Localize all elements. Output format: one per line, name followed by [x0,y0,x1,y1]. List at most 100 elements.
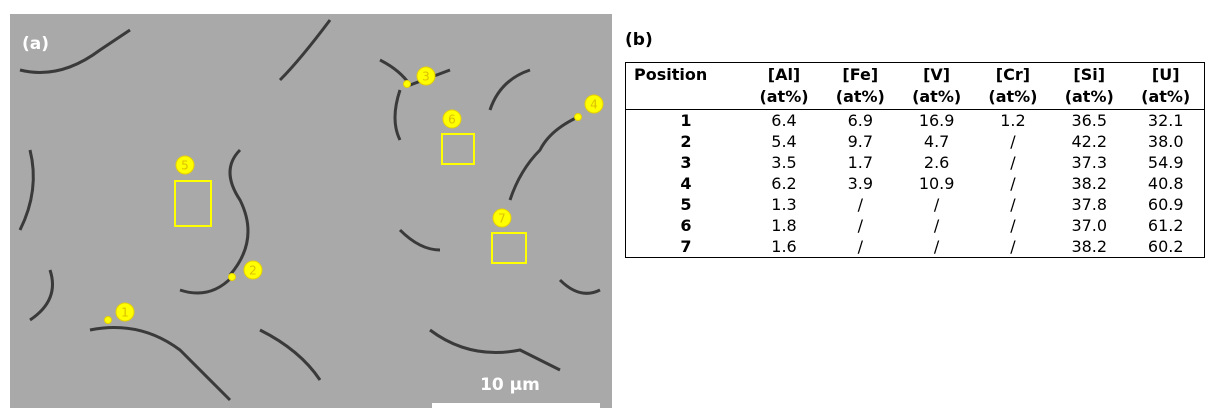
table-cell: 32.1 [1147,111,1184,130]
table-cell: 9.7 [847,132,874,151]
table-cell: 37.8 [1071,195,1108,214]
table-cell: / [933,195,940,214]
table-cell: 36.5 [1071,111,1108,130]
table-row: 6 1.8 / / / 37.0 61.2 [626,215,1205,236]
markers: 1 2 3 4 5 6 7 [104,66,604,324]
area [491,232,527,264]
table-cell: 1 [680,111,692,130]
table-cell: 37.3 [1071,153,1108,172]
table-cell: 6.2 [771,174,797,193]
table-cell: 6 [680,216,692,235]
table-cell: 37.0 [1071,216,1108,235]
table-cell: 1.3 [771,195,797,214]
table-cell: / [857,237,863,256]
point [403,80,411,88]
composition-table: Position [Al] (at%) [Fe] (at%) [V] (at%) [Cr] (a… [625,62,1205,258]
scale-bar-label: 10 µm [480,375,540,395]
marker-badge [416,66,436,86]
table-cell: 38.2 [1071,174,1108,193]
marker-label: 2 [249,264,257,278]
table-cell: 3.5 [771,153,797,172]
table-cell: 6.4 [771,111,797,130]
table-cell: 42.2 [1071,132,1108,151]
table-row: 2 5.4 9.7 4.7 / 42.2 38.0 [626,131,1205,152]
point [104,316,112,324]
header-line: (at%) [1064,87,1114,106]
column-header: [V] (at%) [898,63,974,110]
marker-badge [442,109,462,129]
header-line: [Cr] [995,65,1031,84]
table-row: 4 6.2 3.9 10.9 / 38.2 40.8 [626,173,1205,194]
column-header: [U] (at%) [1127,63,1204,110]
table-cell: 3.9 [847,174,874,193]
header-line: (at%) [1141,87,1191,106]
table-cell: 38.2 [1071,237,1108,256]
point [574,113,582,121]
marker-badge [115,302,135,322]
marker-label: 4 [590,98,598,112]
table-cell: 60.9 [1147,195,1184,214]
marker-badge [175,155,195,175]
table-cell: / [1010,216,1016,235]
table-cell: 16.9 [918,111,955,130]
column-header: [Cr] (at%) [975,63,1051,110]
table-cell: 1.2 [1000,111,1026,130]
table-cell: 3 [680,153,692,172]
header-line: (at%) [988,87,1038,106]
table-cell: 1.6 [771,237,797,256]
area [441,133,475,165]
table-cell: / [857,195,863,214]
table-cell: 4.7 [923,132,950,151]
table-cell: 1.7 [847,153,874,172]
marker-label: 1 [121,306,129,320]
header-line: [U] [1151,65,1180,84]
table-cell: 60.2 [1147,237,1184,256]
table-row: 3 3.5 1.7 2.6 / 37.3 54.9 [626,152,1205,173]
table-cell: 40.8 [1147,174,1184,193]
column-header: [Si] (at%) [1051,63,1127,110]
table-cell: 5 [680,195,692,214]
scale-bar [432,403,600,408]
header-line: (at%) [835,87,885,106]
table-cell: / [1010,174,1016,193]
table-cell: 1.8 [771,216,797,235]
table-cell: / [857,216,863,235]
marker-label: 5 [181,159,189,173]
table-cell: 10.9 [918,174,955,193]
column-header: Position [626,63,746,110]
table-row: 5 1.3 / / / 37.8 60.9 [626,194,1205,215]
table-cell: / [1010,237,1016,256]
marker-label: 3 [422,70,430,84]
point [228,273,236,281]
table-row: 1 6.4 6.9 16.9 1.2 36.5 32.1 [626,110,1205,132]
area [174,180,212,227]
table-cell: / [933,237,940,256]
marker-badge [492,208,512,228]
table-cell: / [933,216,940,235]
table-cell: / [1010,195,1016,214]
header-line: (at%) [759,87,809,106]
table-row: 7 1.6 / / / 38.2 60.2 [626,236,1205,258]
marker-label: 6 [448,113,456,127]
marker-badge [584,94,604,114]
table-cell: 4 [680,174,692,193]
column-header: [Al] (at%) [746,63,822,110]
header-line: [Al] [767,65,801,84]
header-line: Position [634,65,708,84]
panel-label: (b) [625,30,653,50]
marker-badge [243,260,263,280]
header-line: [Si] [1073,65,1106,84]
header-line: (at%) [912,87,962,106]
table-cell: 38.0 [1147,132,1184,151]
marker-label: 7 [498,212,506,226]
column-header: [Fe] (at%) [822,63,898,110]
header-row: Position [Al] (at%) [Fe] (at%) [V] (at%) [Cr] (a… [625,63,1205,110]
sem-image: (a) 1 2 3 4 5 6 7 10 µm [10,14,612,408]
table-cell: / [1010,132,1016,151]
table-cell: 2 [680,132,692,151]
grain-boundaries [18,19,601,402]
table-cell: 6.9 [847,111,874,130]
panel-label: (a) [22,34,49,54]
table-cell: 7 [680,237,692,256]
